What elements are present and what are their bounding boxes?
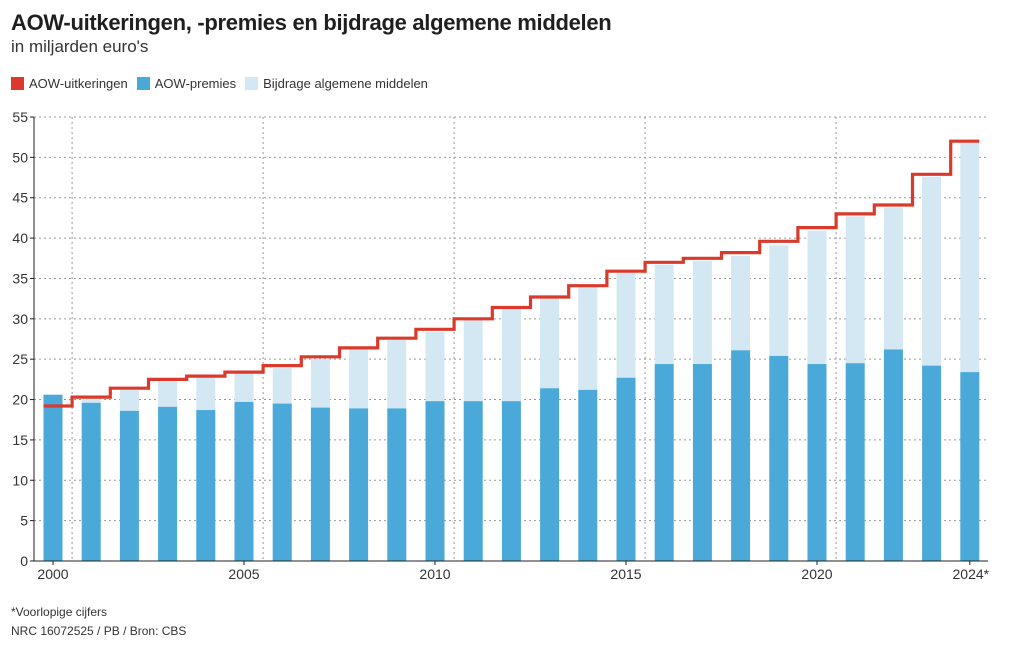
bar-premies-2002 (119, 410, 139, 561)
y-tick-label: 20 (12, 392, 28, 408)
y-tick-label: 10 (12, 472, 28, 488)
x-tick-label: 2015 (610, 566, 641, 582)
bar-algemene-middelen-2013 (540, 297, 560, 389)
legend-label-uitkeringen: AOW-uitkeringen (29, 76, 128, 91)
bar-premies-2009 (387, 408, 407, 561)
legend-item-algemene-middelen: Bijdrage algemene middelen (245, 76, 428, 91)
x-tick-label: 2000 (37, 566, 68, 582)
bar-premies-2004 (196, 410, 216, 561)
source-credit: NRC 16072525 / PB / Bron: CBS (11, 624, 187, 638)
bar-premies-2003 (158, 406, 178, 561)
y-tick-label: 0 (20, 553, 28, 569)
y-tick-label: 5 (20, 513, 28, 529)
x-tick-label: 2010 (419, 566, 450, 582)
legend-label-premies: AOW-premies (154, 76, 237, 91)
y-tick-label: 40 (12, 230, 28, 246)
legend-item-premies: AOW-premies (136, 76, 237, 91)
bar-premies-2022 (883, 349, 903, 561)
bar-algemene-middelen-2014 (578, 286, 598, 390)
series-line-uitkeringen (43, 139, 980, 408)
bar-algemene-middelen-2019 (769, 245, 789, 356)
bar-premies-2007 (310, 407, 330, 561)
bar-algemene-middelen-2023 (922, 176, 942, 366)
y-tick-label: 35 (12, 270, 28, 286)
bar-premies-2005 (234, 401, 254, 561)
bar-algemene-middelen-2003 (158, 380, 178, 407)
bar-premies-2013 (540, 388, 560, 561)
y-tick-label: 30 (12, 311, 28, 327)
bar-premies-2001 (81, 402, 101, 561)
bar-algemene-middelen-2004 (196, 376, 216, 411)
bar-algemene-middelen-2001 (81, 397, 101, 403)
legend: AOW-uitkeringen AOW-premies Bijdrage alg… (11, 76, 437, 91)
chart-subtitle: in miljarden euro's (11, 37, 149, 56)
y-tick-label: 55 (12, 109, 28, 125)
bar-premies-2024* (960, 372, 980, 561)
bar-premies-2017 (692, 364, 712, 561)
legend-label-algemene-middelen: Bijdrage algemene middelen (263, 76, 428, 91)
bar-algemene-middelen-2005 (234, 372, 254, 402)
chart-canvas: 0 5 10 15 20 25 30 35 40 45 50 55 2000 2005 2010 2015 20… (12, 109, 990, 582)
y-tick-label: 50 (12, 149, 28, 165)
legend-swatch-algemene-middelen (245, 77, 259, 90)
chart-title: AOW-uitkeringen, -premies en bijdrage al… (11, 10, 612, 35)
y-tick-label: 45 (12, 190, 28, 206)
bar-premies-2006 (272, 403, 292, 561)
bar-algemene-middelen-2007 (310, 359, 330, 408)
x-tick-label: 2024* (953, 566, 990, 582)
bar-premies-2010 (425, 401, 445, 561)
footnote: *Voorlopige cijfers (11, 605, 108, 619)
bar-premies-2019 (769, 355, 789, 561)
bar-premies-2020 (807, 364, 827, 561)
bar-premies-2008 (349, 408, 369, 561)
bar-algemene-middelen-2012 (501, 308, 521, 402)
legend-swatch-premies (136, 77, 150, 90)
bar-premies-2014 (578, 389, 598, 561)
bar-algemene-middelen-2024* (960, 142, 980, 373)
bar-premies-2018 (731, 350, 751, 561)
bar-algemene-middelen-2018 (731, 255, 751, 351)
bar-premies-2000 (43, 394, 63, 561)
y-tick-label: 25 (12, 351, 28, 367)
bar-algemene-middelen-2002 (119, 389, 139, 411)
bar-algemene-middelen-2008 (349, 348, 369, 409)
bar-premies-2021 (845, 363, 865, 561)
bar-premies-2016 (654, 364, 674, 561)
bar-algemene-middelen-2010 (425, 331, 445, 402)
bar-algemene-middelen-2021 (845, 216, 865, 364)
x-tick-label: 2005 (228, 566, 259, 582)
bar-premies-2011 (463, 401, 483, 561)
bar-algemene-middelen-2016 (654, 264, 674, 365)
bar-premies-2023 (922, 365, 942, 561)
bar-algemene-middelen-2020 (807, 230, 827, 365)
bar-algemene-middelen-2006 (272, 368, 292, 404)
bar-premies-2015 (616, 377, 636, 561)
bar-algemene-middelen-2009 (387, 339, 407, 409)
legend-item-uitkeringen: AOW-uitkeringen (11, 76, 128, 91)
bar-algemene-middelen-2011 (463, 319, 483, 402)
bar-algemene-middelen-2022 (883, 207, 903, 350)
bar-algemene-middelen-2015 (616, 272, 636, 378)
legend-swatch-uitkeringen (11, 77, 24, 90)
bar-premies-2012 (501, 401, 521, 561)
y-tick-label: 15 (12, 432, 28, 448)
x-tick-label: 2020 (801, 566, 832, 582)
bar-algemene-middelen-2017 (692, 260, 712, 365)
